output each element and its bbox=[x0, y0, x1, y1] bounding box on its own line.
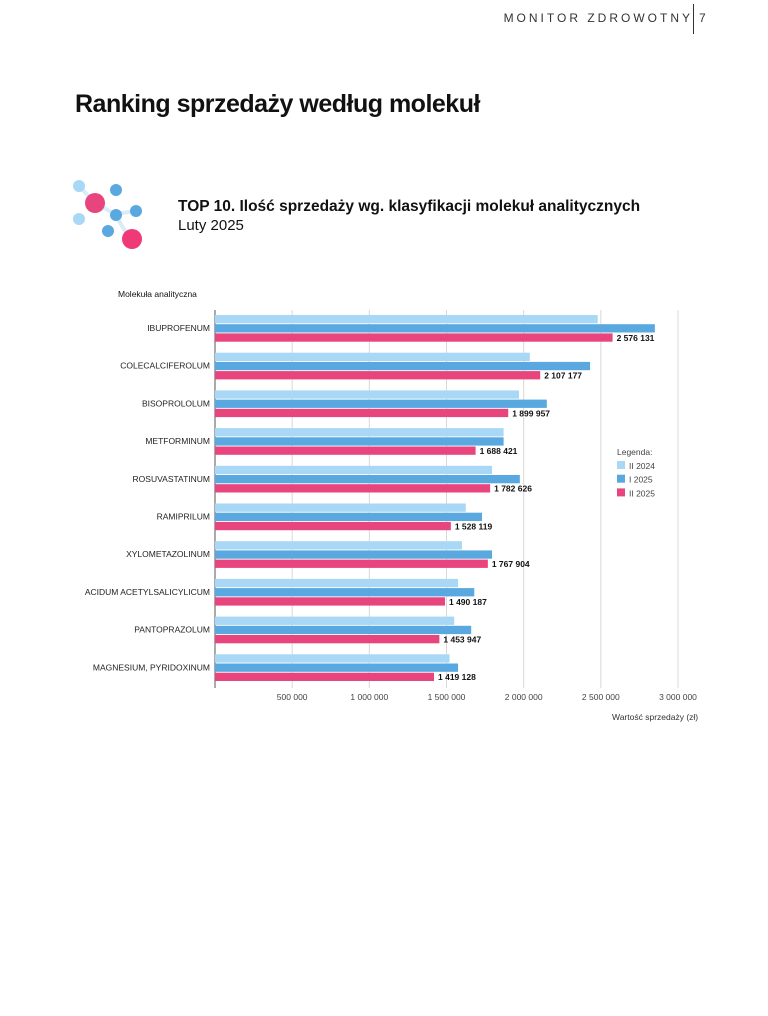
bar-ii-2024 bbox=[215, 578, 459, 588]
bar-i-2025 bbox=[215, 399, 547, 408]
legend-swatch bbox=[617, 474, 625, 483]
bar-i-2025 bbox=[215, 512, 482, 521]
chart-subtitle: Luty 2025 bbox=[178, 217, 244, 234]
bar-i-2025 bbox=[215, 588, 475, 597]
molecule-icon bbox=[73, 180, 142, 249]
bar-i-2025 bbox=[215, 475, 520, 484]
bar-ii-2025 bbox=[215, 408, 509, 418]
bar-ii-2024 bbox=[215, 390, 520, 399]
bar-ii-2024 bbox=[215, 541, 462, 550]
bar-i-2025 bbox=[215, 361, 591, 371]
x-tick-label: 2 000 000 bbox=[505, 692, 543, 702]
bar-ii-2024 bbox=[215, 428, 504, 437]
data-label: 1 419 128 bbox=[438, 672, 476, 682]
legend-swatch bbox=[617, 461, 625, 469]
data-label: 1 490 187 bbox=[449, 597, 487, 607]
bar-ii-2025 bbox=[215, 559, 488, 568]
category-label: ROSUVASTATINUM bbox=[133, 474, 210, 484]
bar-ii-2025 bbox=[215, 672, 435, 681]
data-label: 1 782 626 bbox=[494, 484, 532, 494]
publication-name: MONITOR ZDROWOTNY bbox=[503, 11, 693, 25]
bar-ii-2024 bbox=[215, 315, 598, 324]
x-tick-label: 2 500 000 bbox=[582, 692, 620, 702]
bar-i-2025 bbox=[215, 324, 655, 333]
x-tick-label: 1 500 000 bbox=[428, 692, 466, 702]
x-tick-label: 500 000 bbox=[277, 692, 308, 702]
category-label: IBUPROFENUM bbox=[147, 323, 210, 333]
data-label: 1 688 421 bbox=[480, 446, 518, 456]
category-label: ACIDUM ACETYLSALICYLICUM bbox=[85, 587, 210, 597]
data-label: 1 767 904 bbox=[492, 559, 530, 569]
category-label: COLECALCIFEROLUM bbox=[120, 361, 210, 371]
x-tick-label: 1 000 000 bbox=[350, 692, 388, 702]
legend-swatch bbox=[617, 488, 625, 497]
bar-i-2025 bbox=[215, 550, 493, 559]
category-label: BISOPROLOLUM bbox=[142, 398, 210, 408]
bar-ii-2025 bbox=[215, 521, 451, 531]
page-number: 7 bbox=[699, 11, 706, 25]
bar-ii-2025 bbox=[215, 371, 541, 380]
legend-label: II 2024 bbox=[629, 461, 655, 471]
bar-i-2025 bbox=[215, 625, 472, 635]
category-label: RAMIPRILUM bbox=[157, 512, 210, 522]
bar-ii-2025 bbox=[215, 635, 440, 644]
bar-ii-2025 bbox=[215, 597, 445, 606]
chart-title: TOP 10. Ilość sprzedaży wg. klasyfikacji… bbox=[178, 198, 641, 215]
x-tick-label: 3 000 000 bbox=[659, 692, 697, 702]
bar-ii-2024 bbox=[215, 465, 493, 475]
legend-title: Legenda: bbox=[617, 447, 652, 457]
data-label: 1 528 119 bbox=[455, 521, 493, 531]
header-divider bbox=[693, 4, 694, 34]
category-label: XYLOMETAZOLINUM bbox=[126, 549, 210, 559]
bar-i-2025 bbox=[215, 663, 459, 672]
legend-label: II 2025 bbox=[629, 488, 655, 498]
bar-ii-2025 bbox=[215, 484, 491, 493]
legend-label: I 2025 bbox=[629, 475, 653, 485]
data-label: 2 107 177 bbox=[544, 371, 582, 381]
data-label: 2 576 131 bbox=[617, 333, 655, 343]
data-label: 1 453 947 bbox=[443, 635, 481, 645]
category-label: METFORMINUM bbox=[145, 436, 210, 446]
bar-ii-2024 bbox=[215, 503, 466, 512]
data-label: 1 899 957 bbox=[512, 408, 550, 418]
bar-ii-2024 bbox=[215, 654, 450, 663]
bar-ii-2025 bbox=[215, 333, 613, 342]
category-label: MAGNESIUM, PYRIDOXINUM bbox=[93, 662, 210, 672]
category-label: PANTOPRAZOLUM bbox=[134, 625, 210, 635]
bar-ii-2024 bbox=[215, 616, 455, 625]
page-title: Ranking sprzedaży według molekuł bbox=[75, 90, 480, 118]
x-axis-label: Wartość sprzedaży (zł) bbox=[612, 712, 699, 722]
bar-ii-2024 bbox=[215, 352, 530, 361]
bar-ii-2025 bbox=[215, 446, 476, 455]
y-axis-label: Molekuła analityczna bbox=[118, 289, 197, 299]
bar-i-2025 bbox=[215, 437, 504, 446]
